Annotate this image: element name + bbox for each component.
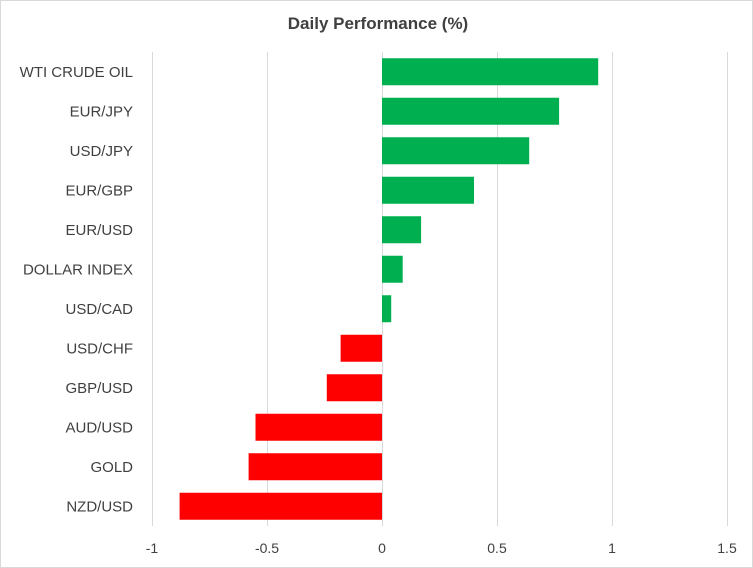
- category-labels: WTI CRUDE OIL EUR/JPY USD/JPY EUR/GBP EUR/US…: [20, 64, 134, 516]
- category-label: USD/JPY: [70, 143, 133, 160]
- category-label: EUR/GBP: [65, 182, 133, 199]
- bar: [382, 295, 392, 323]
- bar: [382, 58, 599, 86]
- category-label: GOLD: [90, 459, 133, 476]
- bar: [179, 492, 382, 520]
- bar: [382, 176, 474, 204]
- category-label: EUR/USD: [65, 222, 133, 239]
- x-tick-label: 1.5: [717, 540, 737, 556]
- bar: [382, 137, 530, 165]
- bar: [382, 216, 422, 244]
- category-label: GBP/USD: [65, 380, 133, 397]
- category-label: WTI CRUDE OIL: [20, 64, 133, 81]
- bar: [326, 374, 382, 402]
- category-label: AUD/USD: [65, 419, 133, 436]
- x-axis-tick-labels: -1 -0.5 0 0.5 1 1.5: [146, 540, 737, 556]
- category-label: EUR/JPY: [70, 103, 133, 120]
- category-label: DOLLAR INDEX: [23, 261, 133, 278]
- x-tick-label: -0.5: [255, 540, 279, 556]
- x-tick-label: 0.5: [487, 540, 507, 556]
- chart-title: Daily Performance (%): [288, 14, 468, 33]
- bar: [340, 334, 382, 362]
- category-label: USD/CAD: [65, 301, 133, 318]
- bar: [382, 255, 403, 283]
- bars: [179, 58, 599, 520]
- bar: [382, 97, 560, 125]
- x-tick-label: 0: [378, 540, 386, 556]
- gridlines: [152, 52, 728, 526]
- category-label: USD/CHF: [66, 340, 133, 357]
- x-tick-label: 1: [608, 540, 616, 556]
- bar: [248, 453, 382, 481]
- x-tick-label: -1: [146, 540, 159, 556]
- bar: [255, 413, 382, 441]
- category-label: NZD/USD: [66, 498, 133, 515]
